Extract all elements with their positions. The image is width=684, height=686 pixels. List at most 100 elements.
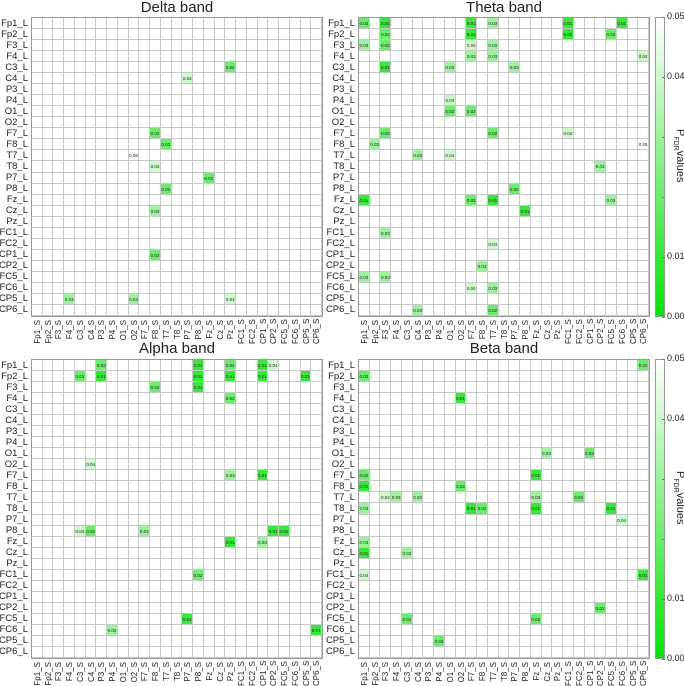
heatmap-cell bbox=[171, 227, 183, 239]
heatmap-cell bbox=[584, 459, 596, 471]
heatmap-cell bbox=[246, 602, 258, 614]
heatmap-cell bbox=[423, 569, 435, 581]
heatmap-cell bbox=[268, 282, 280, 294]
heatmap-cell bbox=[498, 459, 510, 471]
heatmap-cell bbox=[300, 536, 312, 548]
heatmap-cell bbox=[53, 51, 65, 63]
row-label: O1_L bbox=[4, 447, 28, 459]
heatmap-cell bbox=[509, 613, 521, 625]
heatmap-cell bbox=[541, 415, 553, 427]
heatmap-cell bbox=[289, 448, 301, 460]
heatmap-cell bbox=[214, 580, 226, 592]
heatmap-cell bbox=[279, 569, 290, 581]
heatmap-cell bbox=[509, 415, 521, 427]
heatmap-cell bbox=[401, 128, 413, 140]
heatmap-cell bbox=[595, 360, 607, 372]
heatmap-cell bbox=[214, 194, 226, 206]
heatmap-cell bbox=[627, 613, 639, 625]
heatmap-cell bbox=[257, 51, 269, 63]
heatmap-cell bbox=[444, 172, 456, 184]
heatmap-cell bbox=[541, 459, 553, 471]
heatmap-cell bbox=[268, 514, 280, 526]
heatmap-cell bbox=[268, 128, 280, 140]
heatmap-cell bbox=[171, 106, 183, 118]
heatmap-cell bbox=[246, 569, 258, 581]
heatmap-cell bbox=[616, 150, 628, 162]
heatmap-cell bbox=[498, 613, 510, 625]
heatmap-cell bbox=[117, 249, 129, 261]
row-label: P7_L bbox=[5, 172, 28, 184]
heatmap-cell bbox=[423, 84, 435, 96]
heatmap-cell bbox=[257, 525, 269, 537]
heatmap-cell bbox=[160, 635, 172, 647]
heatmap-cell bbox=[595, 536, 607, 548]
heatmap-cell bbox=[171, 161, 183, 173]
heatmap-cell bbox=[563, 73, 574, 85]
heatmap-cell bbox=[257, 139, 269, 151]
heatmap-cell bbox=[85, 282, 97, 294]
heatmap-cell bbox=[85, 84, 97, 96]
heatmap-cell bbox=[32, 249, 43, 261]
heatmap-cell bbox=[246, 183, 258, 195]
heatmap-cell bbox=[530, 304, 542, 316]
heatmap-cell bbox=[509, 172, 521, 184]
heatmap-cell bbox=[606, 271, 617, 283]
heatmap-cell bbox=[53, 128, 65, 140]
heatmap-cell bbox=[85, 613, 97, 625]
heatmap-cell bbox=[96, 183, 108, 195]
heatmap-cell bbox=[117, 371, 129, 383]
heatmap-cell bbox=[32, 18, 43, 30]
heatmap-cell bbox=[573, 437, 585, 449]
heatmap-cell bbox=[391, 249, 402, 261]
heatmap-cell bbox=[369, 591, 381, 603]
heatmap-cell bbox=[509, 470, 521, 482]
heatmap-cell bbox=[225, 437, 237, 449]
heatmap-cell bbox=[214, 161, 226, 173]
heatmap-cell bbox=[434, 282, 445, 294]
heatmap-cell bbox=[117, 613, 129, 625]
heatmap-cell bbox=[300, 470, 312, 482]
heatmap-cell bbox=[193, 260, 204, 272]
heatmap-cell bbox=[85, 40, 97, 52]
row-label: C4_L bbox=[332, 414, 355, 426]
heatmap-cell bbox=[606, 40, 617, 52]
heatmap-cell bbox=[42, 62, 54, 74]
heatmap-cell bbox=[455, 95, 467, 107]
heatmap-cell bbox=[595, 437, 607, 449]
heatmap-cell bbox=[246, 40, 258, 52]
column-label: CP5_S bbox=[628, 318, 638, 344]
heatmap-cell bbox=[268, 382, 280, 394]
heatmap-cell bbox=[401, 95, 413, 107]
heatmap-cell bbox=[466, 73, 478, 85]
row-label: P3_L bbox=[5, 425, 28, 437]
heatmap-cell bbox=[150, 624, 161, 636]
heatmap-cell bbox=[128, 161, 140, 173]
heatmap-cell bbox=[498, 282, 510, 294]
heatmap-cell bbox=[498, 437, 510, 449]
heatmap-cell bbox=[32, 514, 43, 526]
heatmap-cell bbox=[477, 172, 488, 184]
heatmap-cell bbox=[359, 172, 370, 184]
heatmap-cell bbox=[573, 73, 585, 85]
heatmap-cell bbox=[214, 117, 226, 129]
significant-cell: 0.04 bbox=[182, 73, 194, 85]
heatmap-cell bbox=[573, 227, 585, 239]
heatmap-cell bbox=[257, 40, 269, 52]
heatmap-cell bbox=[182, 106, 194, 118]
heatmap-cell bbox=[498, 18, 510, 30]
heatmap-cell bbox=[573, 470, 585, 482]
heatmap-cell bbox=[520, 602, 531, 614]
heatmap-cell bbox=[246, 249, 258, 261]
heatmap-cell bbox=[160, 415, 172, 427]
heatmap-cell bbox=[214, 547, 226, 559]
heatmap-cell bbox=[42, 613, 54, 625]
column-label: T7_S bbox=[161, 662, 171, 682]
heatmap-cell bbox=[627, 51, 639, 63]
heatmap-cell bbox=[359, 393, 370, 405]
heatmap-cell bbox=[595, 404, 607, 416]
heatmap-cell bbox=[466, 580, 478, 592]
heatmap-cell bbox=[150, 580, 161, 592]
heatmap-cell bbox=[246, 128, 258, 140]
colorbar-label-sub: FDR bbox=[671, 478, 679, 493]
heatmap-cell bbox=[369, 360, 381, 372]
